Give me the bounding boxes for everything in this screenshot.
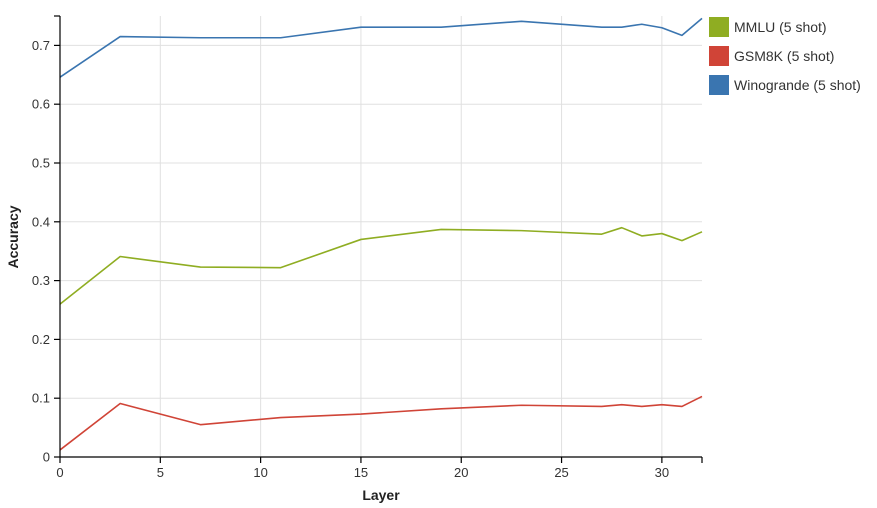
legend-swatch bbox=[709, 75, 729, 95]
series-line-gsm8k bbox=[59, 395, 703, 451]
y-tick-label: 0.3 bbox=[32, 273, 50, 288]
x-tick-label: 20 bbox=[454, 465, 468, 480]
x-tick-label: 30 bbox=[655, 465, 669, 480]
y-axis-title: Accuracy bbox=[5, 205, 21, 268]
x-tick-label: 0 bbox=[56, 465, 63, 480]
legend-swatch bbox=[709, 17, 729, 37]
y-tick-label: 0.1 bbox=[32, 391, 50, 406]
x-tick-label: 15 bbox=[354, 465, 368, 480]
series-lines bbox=[59, 17, 703, 451]
legend-label: Winogrande (5 shot) bbox=[734, 77, 861, 93]
series-line-mmlu bbox=[59, 226, 703, 305]
y-tick-label: 0.7 bbox=[32, 38, 50, 53]
grid bbox=[60, 16, 702, 457]
legend-swatch bbox=[709, 46, 729, 66]
y-tick-label: 0.2 bbox=[32, 332, 50, 347]
x-tick-label: 5 bbox=[157, 465, 164, 480]
x-axis-title: Layer bbox=[362, 487, 400, 503]
axes: 0 5 10 15 20 25 30 0 0.1 0.2 0.3 0.4 0.5 0.6 0.7 bbox=[32, 15, 703, 480]
y-tick-label: 0.4 bbox=[32, 214, 50, 229]
legend-label: MMLU (5 shot) bbox=[734, 19, 827, 35]
legend: MMLU (5 shot) GSM8K (5 shot) Winogrande (5… bbox=[709, 17, 861, 95]
x-tick-label: 25 bbox=[554, 465, 568, 480]
legend-label: GSM8K (5 shot) bbox=[734, 48, 834, 64]
y-tick-label: 0.5 bbox=[32, 156, 50, 171]
y-tick-label: 0.6 bbox=[32, 97, 50, 112]
x-tick-label: 10 bbox=[253, 465, 267, 480]
series-line-winogrande bbox=[59, 17, 703, 78]
y-tick-label: 0 bbox=[43, 450, 50, 465]
